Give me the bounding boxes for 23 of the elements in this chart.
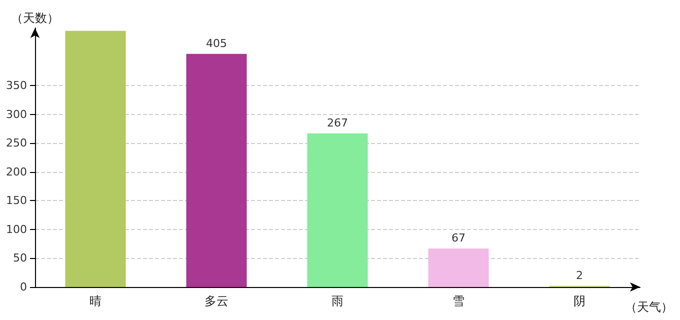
y-tick-label: 200 bbox=[6, 165, 27, 178]
y-tick-label: 100 bbox=[6, 222, 27, 236]
y-tick-label: 250 bbox=[6, 136, 27, 150]
data-label: 405 bbox=[206, 36, 227, 50]
x-tick-label: 雪 bbox=[452, 294, 464, 308]
bar bbox=[65, 30, 126, 287]
y-tick-label: 0 bbox=[20, 280, 27, 294]
bar bbox=[186, 54, 247, 287]
y-axis-title: （天数） bbox=[11, 11, 59, 25]
data-label: 2 bbox=[576, 268, 583, 282]
y-tick-label: 300 bbox=[6, 108, 27, 121]
x-tick-label: 多云 bbox=[204, 294, 228, 308]
data-label: 267 bbox=[327, 116, 348, 130]
bar bbox=[428, 248, 489, 287]
y-tick-label: 50 bbox=[13, 252, 27, 265]
bar bbox=[307, 133, 368, 287]
y-tick-label: 150 bbox=[6, 194, 27, 208]
y-tick-label: 350 bbox=[6, 79, 27, 92]
x-tick-label: 晴 bbox=[90, 294, 102, 308]
x-axis-title: （天气） bbox=[625, 300, 673, 314]
data-label: 67 bbox=[452, 231, 466, 244]
x-tick-label: 雨 bbox=[332, 294, 344, 308]
x-tick-label: 阴 bbox=[574, 294, 586, 308]
